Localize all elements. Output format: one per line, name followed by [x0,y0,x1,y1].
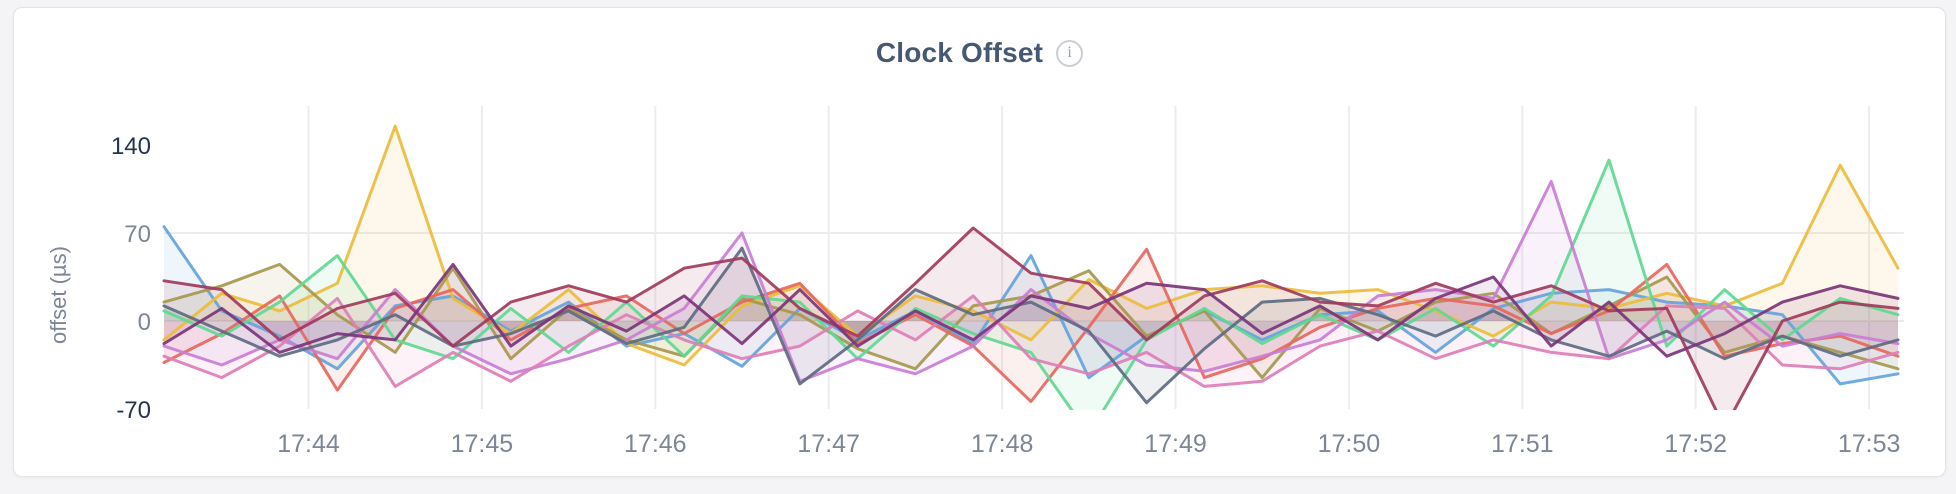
x-tick-label: 17:46 [624,430,687,458]
series-area-s10-eggplant [164,264,1898,357]
chart-title: Clock Offset [875,37,1044,68]
info-icon-glyph: i [1067,44,1072,61]
series-line-s7-pink [162,294,1900,388]
x-tick-label: 17:50 [1318,430,1381,458]
series-lines [162,124,1900,410]
y-axis: 140 70 0 -70 [111,133,151,424]
y-axis-title: offset (µs) [46,246,71,344]
x-tick-label: 17:51 [1491,430,1554,458]
x-tick-label: 17:47 [797,430,860,458]
x-tick-label: 17:49 [1144,430,1207,458]
info-icon[interactable]: i [1056,39,1084,67]
x-gridlines [307,106,1871,409]
clock-offset-chart: 17:44 17:45 17:46 17:47 17:48 17:49 17:50 17:51… [46,106,1904,458]
x-axis: 17:44 17:45 17:46 17:47 17:48 17:49 17:50 17:51… [277,430,1900,458]
chart-card: Clock Offset i 17:44 17:45 17:46 17:47 17:48… [13,7,1946,477]
x-tick-label: 17:53 [1838,430,1901,458]
y-tick-label: -70 [116,397,151,424]
x-tick-label: 17:44 [277,430,340,458]
series-line-s2-golden [162,124,1900,367]
x-tick-label: 17:48 [971,430,1034,458]
series-areas [164,126,1898,410]
chart-header: Clock Offset i [14,32,1945,74]
y-gridlines [164,232,1904,322]
series-line-s10-eggplant [162,262,1900,358]
series-area-s3-olive [164,264,1898,378]
series-line-s5-green [162,158,1900,410]
series-area-s4-salmon [164,249,1898,402]
y-tick-label: 70 [124,221,151,248]
series-area-s8-slate [164,248,1898,403]
series-area-s9-maroon [164,228,1898,410]
x-tick-label: 17:45 [451,430,514,458]
y-tick-label: 140 [111,133,151,160]
series-area-s1-blue [164,226,1898,384]
x-tick-label: 17:52 [1664,430,1727,458]
y-tick-label: 0 [138,309,151,336]
series-line-s9-maroon [162,226,1900,410]
